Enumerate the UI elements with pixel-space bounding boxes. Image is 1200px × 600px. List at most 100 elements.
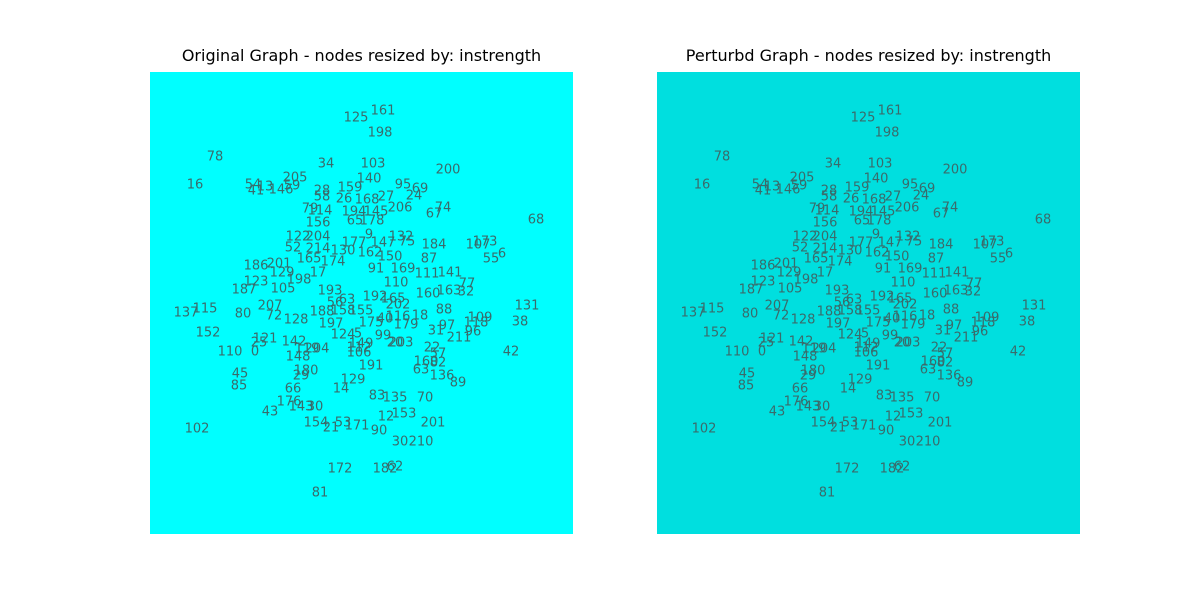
left-node-label-16: 16 — [187, 178, 204, 193]
right-node-label-128: 128 — [791, 313, 816, 328]
left-node-label-137: 137 — [174, 306, 199, 321]
left-node-label-149: 149 — [349, 337, 374, 352]
left-node-label-192: 192 — [363, 290, 388, 305]
right-node-label-205: 205 — [790, 171, 815, 186]
right-node-label-176: 176 — [784, 395, 809, 410]
left-node-label-140: 140 — [357, 172, 382, 187]
left-plot-background — [150, 72, 573, 534]
left-node-label-82: 82 — [430, 356, 447, 371]
right-node-label-87: 87 — [928, 252, 945, 267]
left-node-label-161: 161 — [371, 104, 396, 119]
right-node-label-88: 88 — [943, 303, 960, 318]
right-node-label-187: 187 — [739, 283, 764, 298]
right-node-label-90: 90 — [878, 424, 895, 439]
left-node-label-87: 87 — [421, 252, 438, 267]
right-node-label-77: 77 — [966, 277, 983, 292]
right-node-label-17: 17 — [817, 266, 834, 281]
right-node-label-30: 30 — [899, 435, 916, 450]
right-node-label-65: 65 — [854, 214, 871, 229]
left-node-label-158: 158 — [331, 304, 356, 319]
right-node-label-121: 121 — [760, 332, 785, 347]
right-plot-background — [657, 72, 1080, 534]
left-node-label-204: 204 — [305, 342, 330, 357]
right-node-label-188: 188 — [817, 305, 842, 320]
right-node-label-159: 159 — [845, 181, 870, 196]
right-node-label-54: 54 — [752, 178, 769, 193]
left-node-label-174: 174 — [321, 255, 346, 270]
left-node-label-153: 153 — [392, 407, 417, 422]
right-node-label-156: 156 — [813, 216, 838, 231]
left-node-label-14: 14 — [333, 382, 350, 397]
left-node-label-109: 109 — [468, 311, 493, 326]
left-node-label-150: 150 — [378, 250, 403, 265]
right-node-label-136: 136 — [937, 369, 962, 384]
left-node-label-130: 130 — [331, 244, 356, 259]
left-node-label-121: 121 — [253, 332, 278, 347]
right-node-label-34: 34 — [825, 157, 842, 172]
right-node-label-131: 131 — [1022, 299, 1047, 314]
left-node-label-72: 72 — [266, 309, 283, 324]
left-node-label-169: 169 — [391, 262, 416, 277]
left-node-label-57: 57 — [430, 347, 447, 362]
left-node-label-110: 110 — [384, 276, 409, 291]
left-node-label-198: 198 — [368, 126, 393, 141]
left-node-label-12: 12 — [378, 410, 395, 425]
left-node-label-207: 207 — [258, 299, 283, 314]
right-node-label-207: 207 — [765, 299, 790, 314]
left-node-label-67: 67 — [426, 207, 443, 222]
right-node-label-150: 150 — [885, 250, 910, 265]
left-node-label-74: 74 — [435, 201, 452, 216]
left-node-label-147: 147 — [371, 236, 396, 251]
right-node-label-172: 172 — [835, 462, 860, 477]
left-node-label-24: 24 — [406, 189, 423, 204]
right-node-label-129: 129 — [848, 373, 873, 388]
left-node-label-42: 42 — [503, 345, 520, 360]
right-node-label-80: 80 — [742, 307, 759, 322]
right-node-label-124: 124 — [838, 328, 863, 343]
left-node-label-123: 123 — [244, 275, 269, 290]
left-node-label-13: 13 — [257, 180, 274, 195]
right-node-label-102: 102 — [692, 422, 717, 437]
right-node-label-41: 41 — [755, 184, 772, 199]
left-node-label-75: 75 — [399, 235, 416, 250]
left-node-label-203: 203 — [389, 336, 414, 351]
right-node-label-14: 14 — [840, 382, 857, 397]
left-node-label-205: 205 — [283, 171, 308, 186]
right-node-label-149: 149 — [856, 337, 881, 352]
right-node-label-30: 30 — [814, 400, 831, 415]
left-node-label-136: 136 — [430, 369, 455, 384]
right-node-label-72: 72 — [773, 309, 790, 324]
right-node-label-206: 206 — [895, 201, 920, 216]
left-node-label-29: 29 — [293, 369, 310, 384]
right-node-label-62: 62 — [894, 460, 911, 475]
left-node-label-26: 26 — [336, 192, 353, 207]
left-node-label-81: 81 — [312, 486, 329, 501]
left-node-label-88: 88 — [436, 303, 453, 318]
right-node-label-122: 122 — [793, 230, 818, 245]
right-node-label-152: 152 — [703, 326, 728, 341]
right-node-label-198: 198 — [875, 126, 900, 141]
left-node-label-102: 102 — [185, 422, 210, 437]
left-node-label-135: 135 — [383, 391, 408, 406]
left-node-label-119: 119 — [295, 342, 320, 357]
left-node-label-152: 152 — [196, 326, 221, 341]
right-node-label-25: 25 — [758, 336, 775, 351]
right-node-label-135: 135 — [890, 391, 915, 406]
right-node-label-91: 91 — [875, 262, 892, 277]
left-node-label-131: 131 — [515, 299, 540, 314]
left-node-label-159: 159 — [338, 181, 363, 196]
left-node-label-128: 128 — [284, 313, 309, 328]
left-node-label-62: 62 — [387, 460, 404, 475]
left-node-label-45: 45 — [232, 367, 249, 382]
left-node-label-129: 129 — [270, 266, 295, 281]
left-node-label-83: 83 — [369, 389, 386, 404]
left-node-label-143: 143 — [289, 400, 314, 415]
right-node-label-165: 165 — [888, 292, 913, 307]
right-node-label-9: 9 — [872, 228, 880, 243]
left-node-label-187: 187 — [232, 283, 257, 298]
right-node-label-200: 200 — [943, 163, 968, 178]
right-node-label-203: 203 — [896, 336, 921, 351]
left-node-label-116: 116 — [386, 310, 411, 325]
left-node-label-186: 186 — [244, 259, 269, 274]
